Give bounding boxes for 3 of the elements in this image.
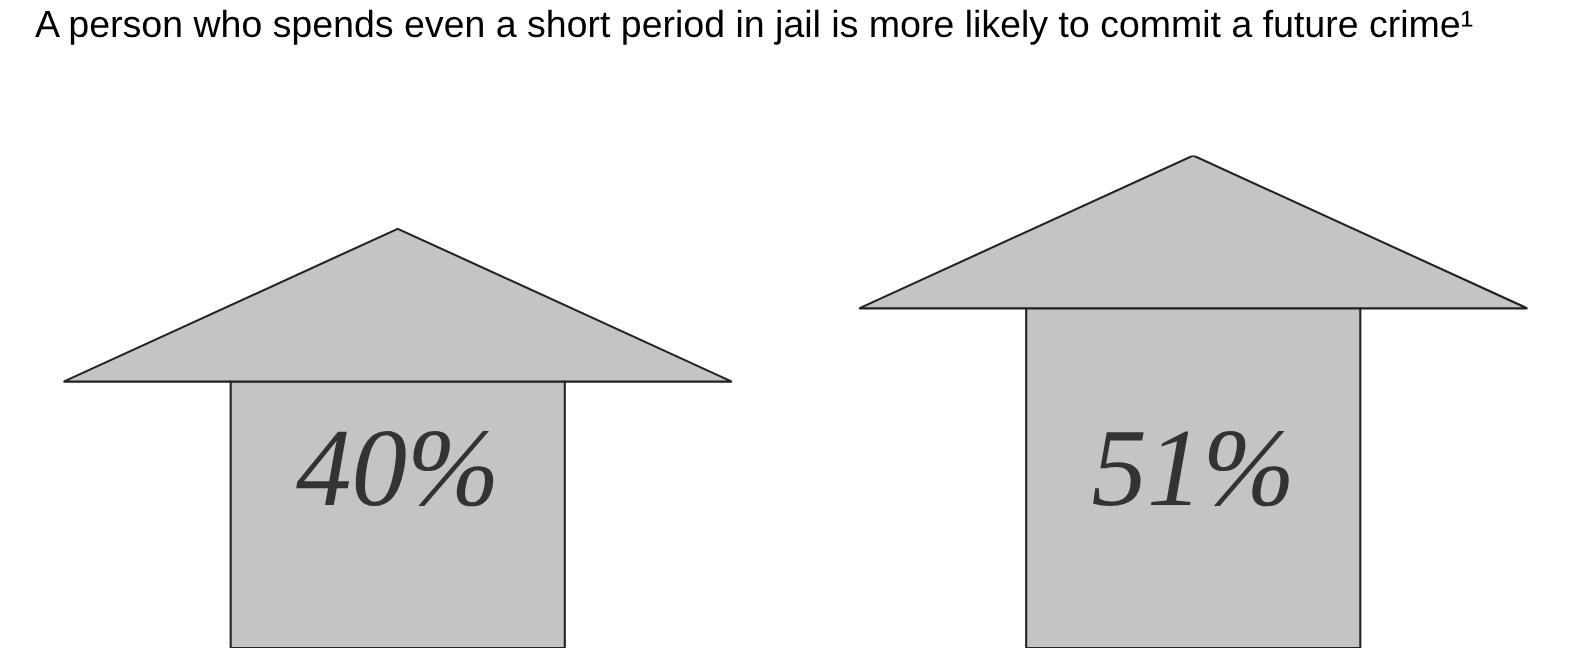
data-label: 51% [1093,431,1289,507]
chart-title: A person who spends even a short period in jail is more likely to commit a future crime¹ [35,9,1473,45]
data-label: 40% [296,431,494,507]
